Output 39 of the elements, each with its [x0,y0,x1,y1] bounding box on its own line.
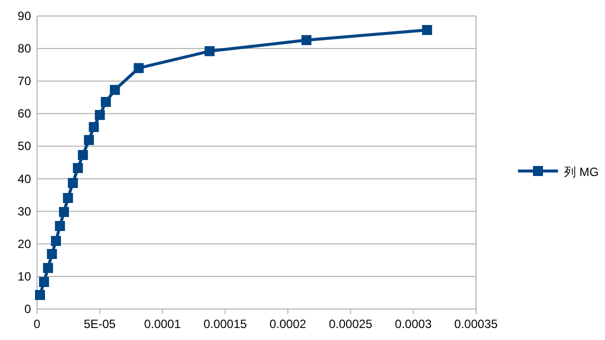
y-tick-label: 20 [18,236,32,251]
x-tick-label: 5E-05 [84,317,116,331]
point [72,163,83,174]
x-tick-label: 0.00035 [454,317,498,331]
point [422,25,432,35]
point [110,84,120,95]
y-tick-label: 10 [18,269,32,284]
y-tick-label: 50 [18,139,32,154]
point [84,135,94,146]
x-tick-label: 0 [34,317,41,331]
point [94,110,105,120]
point [54,220,65,231]
point [43,262,54,273]
y-tick-label: 0 [24,302,32,316]
legend-label: 列 MG [564,165,599,179]
y-tick-label: 60 [18,106,32,121]
x-tick-label: 0.0001 [144,317,182,331]
y-tick-label: 90 [18,9,32,23]
y-tick-label: 70 [18,74,32,88]
y-tick-label: 40 [18,172,32,186]
point [58,206,69,217]
point [88,122,99,132]
point [134,63,144,74]
y-tick-label: 80 [18,42,32,56]
point [78,150,88,160]
x-tick-label: 0.0002 [270,317,307,331]
point [100,96,111,107]
x-tick-label: 0.0003 [394,317,432,331]
x-tick-label: 0.00015 [203,317,248,331]
point [46,248,57,259]
y-tick-label: 30 [18,204,32,218]
x-tick-label: 0.00025 [328,317,373,331]
point [301,35,312,46]
point [50,236,61,246]
point [35,290,46,300]
point [68,178,78,188]
point [39,276,50,287]
point [62,192,73,203]
point [204,46,215,56]
